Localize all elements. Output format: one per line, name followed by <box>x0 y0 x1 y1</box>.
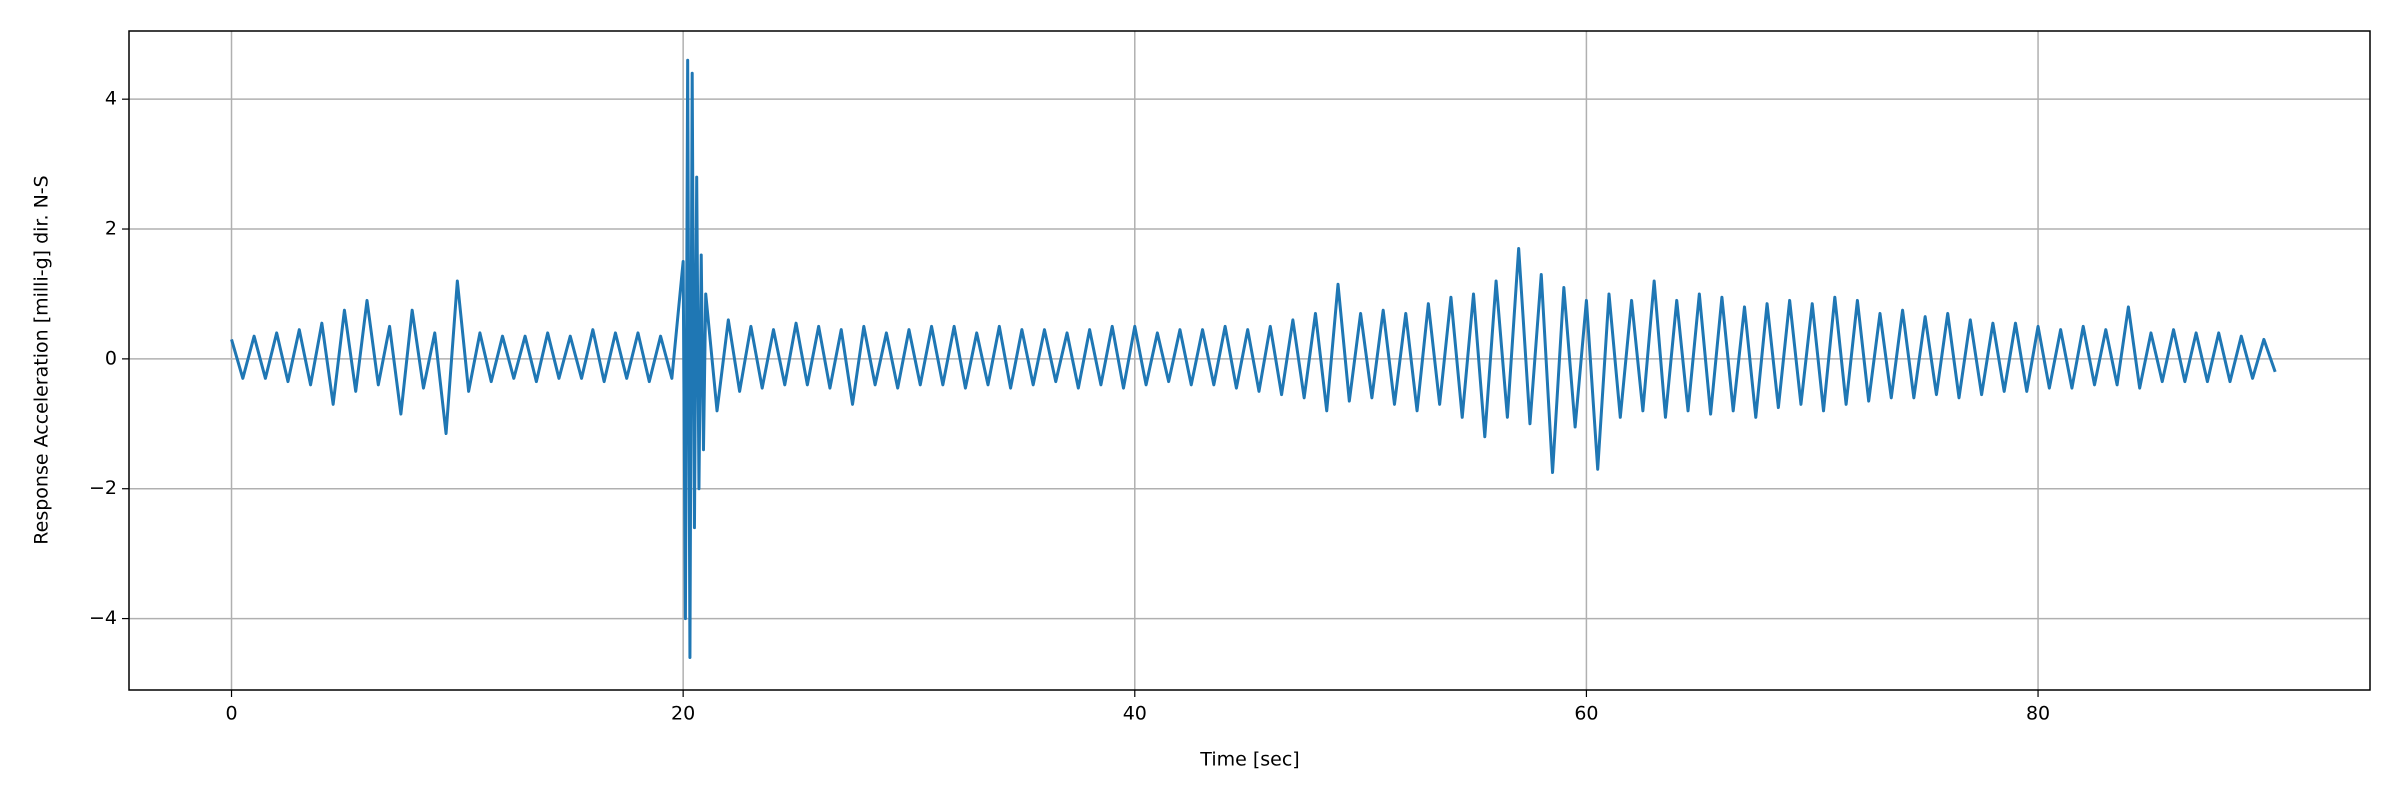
y-axis-label: Response Acceleration [milli-g] dir. N-S <box>31 175 53 544</box>
x-tick-label: 0 <box>225 703 237 725</box>
y-tick-label: −4 <box>89 607 117 629</box>
plot-frame <box>128 30 2371 691</box>
signal-line <box>230 58 2277 660</box>
x-tick-label: 20 <box>671 703 695 725</box>
y-tick-label: 0 <box>105 347 117 369</box>
y-tick-label: −2 <box>89 477 117 499</box>
x-tick-label: 60 <box>1574 703 1598 725</box>
x-tick-label: 40 <box>1123 703 1147 725</box>
y-tick-label: 2 <box>105 218 117 240</box>
y-tick-label: 4 <box>105 88 117 110</box>
x-axis-label: Time [sec] <box>1199 749 1299 771</box>
x-tick-label: 80 <box>2026 703 2050 725</box>
